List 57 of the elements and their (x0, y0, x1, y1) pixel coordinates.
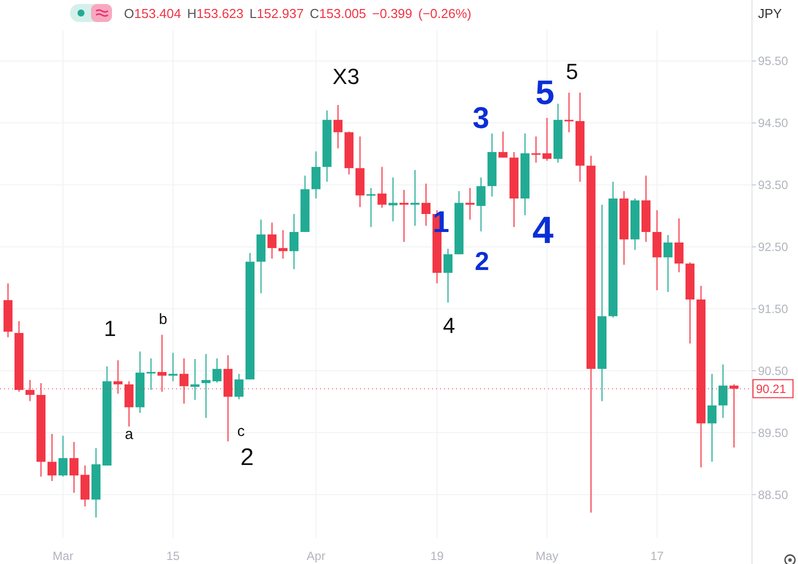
candlestick (312, 150, 320, 200)
y-tick-label: 95.50 (758, 54, 788, 68)
candlestick (334, 104, 342, 149)
candlestick (498, 131, 508, 158)
candlestick (444, 248, 452, 304)
text: JPY (758, 6, 782, 21)
x-tick-label: 19 (430, 549, 444, 563)
x-tick-label: 17 (650, 549, 664, 563)
candlestick (212, 358, 222, 383)
y-tick-label: 88.50 (758, 488, 788, 502)
x-tick-label: 15 (166, 549, 180, 563)
annotation: 5 (536, 74, 554, 112)
candlestick (202, 354, 210, 418)
annotation: b (158, 311, 168, 328)
annotation: 1 (432, 206, 450, 239)
candlestick (532, 136, 540, 164)
ref-line-label: 90.21 (756, 382, 786, 396)
candlestick (378, 166, 386, 208)
candlestick (542, 117, 552, 162)
candlestick (388, 176, 398, 222)
candlestick (718, 364, 728, 418)
candlestick (268, 222, 276, 260)
annotation: X3 (332, 64, 360, 89)
chart-title: O153.404 H153.623 L152.937 C153.005 −0.399 (−0.26%) (124, 6, 472, 21)
candlestick (278, 230, 288, 260)
candlestick (190, 358, 200, 400)
candlestick (366, 187, 376, 228)
candlestick (564, 92, 574, 133)
y-tick-label: 93.50 (758, 178, 788, 192)
candlestick (146, 358, 156, 390)
y-tick-label: 89.50 (758, 426, 788, 440)
candlestick (58, 435, 68, 478)
candlestick (476, 176, 486, 232)
annotation: 3 (472, 102, 490, 135)
candlestick (664, 234, 672, 293)
candlestick (48, 433, 56, 482)
x-tick-label: Mar (52, 549, 74, 563)
candlestick (290, 213, 298, 270)
annotation: c (237, 423, 246, 440)
y-tick-label: 90.50 (758, 364, 788, 378)
annotation: 1 (104, 316, 116, 341)
annotation: 2 (240, 444, 254, 471)
candlestick (70, 441, 78, 494)
annotation: 4 (442, 313, 456, 338)
annotation: 4 (532, 210, 554, 252)
annotation: 5 (566, 59, 578, 84)
candlestick (234, 373, 244, 400)
x-tick-label: May (536, 549, 558, 563)
y-tick-label: 91.50 (758, 302, 788, 316)
annotation: a (124, 426, 134, 443)
candlestick (674, 218, 684, 273)
candlestick (708, 373, 716, 462)
y-tick-label: 92.50 (758, 240, 788, 254)
x-tick-label: Apr (306, 549, 326, 563)
annotation: 2 (474, 246, 490, 276)
y-tick-label: 94.50 (758, 116, 788, 130)
candlestick (422, 183, 430, 226)
